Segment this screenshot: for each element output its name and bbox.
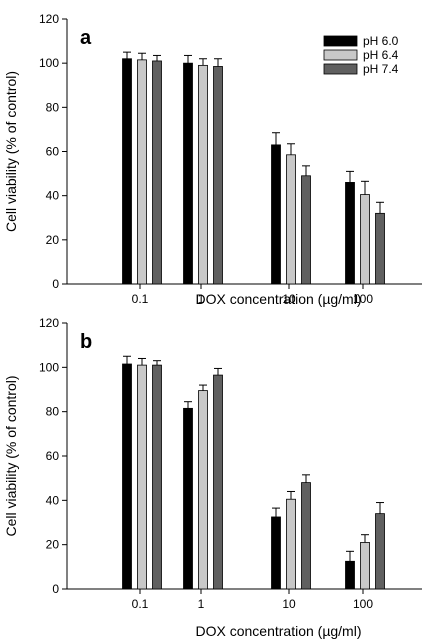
legend-label: pH 7.4	[363, 62, 399, 76]
y-tick-label: 40	[46, 493, 60, 507]
bar-ph-7-4	[213, 66, 223, 285]
bar-ph-7-4	[301, 175, 311, 285]
panel-label: a	[80, 27, 92, 49]
bar-ph-7-4	[301, 482, 311, 590]
legend-swatch	[323, 49, 358, 61]
bar-ph-6-4	[360, 194, 370, 285]
x-axis-title: DOX concentration (µg/ml)	[195, 291, 361, 307]
y-tick-label: 40	[46, 189, 60, 203]
bar-ph-7-4	[213, 374, 223, 590]
x-tick-label: 0.1	[132, 292, 149, 306]
legend-swatch	[323, 35, 358, 47]
x-tick-label: 100	[353, 597, 373, 611]
bar-ph-6-0	[345, 182, 355, 285]
bar-ph-6-4	[137, 59, 147, 285]
bar-ph-6-0	[122, 58, 132, 285]
bar-ph-6-0	[122, 363, 132, 590]
bar-ph-6-0	[183, 62, 193, 285]
bar-ph-7-4	[152, 364, 162, 590]
y-tick-label: 0	[52, 582, 59, 596]
x-tick-label: 10	[282, 597, 296, 611]
y-axis-title: Cell viability (% of control)	[3, 71, 19, 232]
legend-label: pH 6.0	[363, 34, 399, 48]
x-tick-label: 1	[198, 292, 205, 306]
bar-ph-6-4	[198, 64, 208, 285]
panel-label: b	[80, 331, 92, 353]
y-axis-title: Cell viability (% of control)	[3, 375, 19, 536]
y-tick-label: 100	[39, 360, 59, 374]
y-tick-label: 60	[46, 145, 60, 159]
y-tick-label: 120	[39, 316, 59, 330]
legend-swatch	[323, 63, 358, 75]
bar-ph-7-4	[152, 60, 162, 285]
bar-ph-7-4	[375, 513, 385, 590]
y-tick-label: 0	[52, 277, 59, 291]
bar-ph-7-4	[375, 212, 385, 285]
x-tick-label: 0.1	[132, 597, 149, 611]
y-tick-label: 100	[39, 56, 59, 70]
bar-ph-6-0	[183, 407, 193, 590]
legend-label: pH 6.4	[363, 48, 399, 62]
bar-ph-6-0	[345, 560, 355, 590]
bar-ph-6-4	[286, 498, 296, 590]
bar-ph-6-4	[286, 154, 296, 285]
x-axis-title: DOX concentration (µg/ml)	[195, 623, 361, 639]
y-tick-label: 120	[39, 12, 59, 26]
bar-ph-6-0	[271, 516, 281, 590]
bar-ph-6-4	[137, 364, 147, 590]
x-tick-label: 1	[198, 597, 205, 611]
y-tick-label: 20	[46, 538, 60, 552]
bar-ph-6-0	[271, 144, 281, 285]
bar-ph-6-4	[198, 390, 208, 590]
y-tick-label: 20	[46, 233, 60, 247]
y-tick-label: 60	[46, 449, 60, 463]
y-tick-label: 80	[46, 100, 60, 114]
bar-ph-6-4	[360, 542, 370, 590]
x-tick-label: 10	[282, 292, 296, 306]
y-tick-label: 80	[46, 405, 60, 419]
x-tick-label: 100	[353, 292, 373, 306]
